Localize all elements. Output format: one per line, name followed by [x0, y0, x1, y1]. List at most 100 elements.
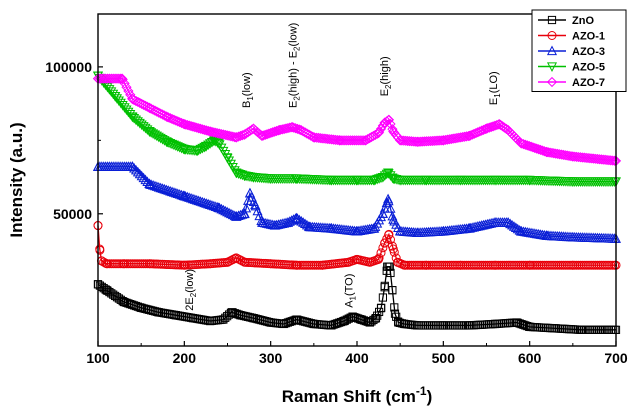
- series-marker: [385, 118, 396, 130]
- series-marker: [176, 143, 187, 154]
- series-marker: [307, 131, 318, 142]
- series-marker: [208, 127, 219, 138]
- annotation-text: (LO): [488, 71, 500, 93]
- series-marker: [178, 118, 189, 129]
- x-axis-title-sup: -1: [416, 384, 427, 398]
- series-marker: [117, 74, 128, 85]
- annotation-subscript: 2: [293, 46, 302, 51]
- series-marker: [300, 218, 311, 229]
- series-marker: [543, 147, 554, 158]
- series-marker: [231, 132, 242, 143]
- series-marker: [258, 130, 269, 141]
- x-tick-label: 700: [604, 350, 628, 366]
- series-marker: [115, 98, 126, 109]
- annotation-text: E: [488, 98, 500, 105]
- series-marker: [191, 122, 202, 133]
- x-axis-title: Raman Shift (cm-1): [282, 384, 432, 406]
- annotation-text: (low): [288, 23, 300, 47]
- series-marker: [119, 78, 130, 89]
- series-marker: [379, 171, 390, 181]
- series-marker: [182, 119, 193, 131]
- annotation-text: (low): [241, 72, 253, 96]
- series-marker: [218, 129, 229, 140]
- legend-label: AZO-1: [572, 31, 605, 43]
- series-marker: [380, 281, 389, 290]
- series-marker: [558, 149, 569, 160]
- series-marker: [132, 117, 143, 127]
- series-marker: [381, 197, 392, 208]
- series-azo-1: [93, 221, 621, 270]
- series-marker: [106, 87, 117, 98]
- series-marker: [516, 138, 527, 149]
- series-marker: [531, 143, 542, 154]
- series-marker: [609, 233, 620, 243]
- series-marker: [560, 150, 571, 161]
- series-marker: [370, 129, 381, 140]
- series-layer: [92, 71, 622, 334]
- series-marker: [222, 130, 233, 141]
- series-marker: [387, 241, 397, 251]
- y-axis-title: Intensity (a.u.): [7, 122, 26, 237]
- series-marker: [132, 166, 143, 177]
- annotation-subscript: 1: [349, 295, 358, 300]
- series-marker: [193, 123, 204, 134]
- series-marker: [218, 204, 229, 215]
- series-marker: [503, 217, 514, 227]
- series-azo-3: [92, 161, 622, 243]
- series-marker: [562, 150, 573, 161]
- legend-item: AZO-3: [538, 45, 605, 58]
- series-marker: [522, 140, 533, 151]
- series-marker: [505, 218, 516, 229]
- series-marker: [243, 195, 254, 205]
- legend-item: AZO-1: [538, 31, 605, 43]
- series-marker: [544, 147, 556, 158]
- series-marker: [104, 85, 115, 95]
- series-marker: [535, 144, 546, 156]
- y-tick-label: 50000: [53, 206, 92, 222]
- series-zno: [93, 262, 621, 334]
- series-marker: [510, 222, 521, 232]
- series-marker: [233, 131, 244, 142]
- series-marker: [376, 304, 386, 313]
- series-marker: [486, 121, 497, 133]
- legend-marker: [546, 45, 558, 56]
- series-marker: [533, 144, 544, 155]
- series-marker: [609, 177, 620, 187]
- series-marker: [123, 107, 134, 118]
- series-marker: [269, 126, 280, 137]
- series-marker: [294, 214, 305, 225]
- series-marker: [610, 325, 619, 334]
- legend-marker: [547, 31, 557, 40]
- annotation-subscript: 2: [189, 292, 198, 297]
- series-marker: [527, 142, 539, 153]
- annotation-text: (high) - E: [288, 51, 300, 96]
- annotation-subscript: 2: [384, 84, 393, 89]
- series-marker: [372, 255, 382, 265]
- series-marker: [239, 208, 250, 219]
- series-marker: [140, 174, 151, 185]
- series-marker: [271, 125, 282, 137]
- series-marker: [246, 124, 257, 135]
- series-marker: [461, 131, 472, 142]
- series-marker: [206, 126, 218, 138]
- series-marker: [512, 223, 523, 234]
- series-marker: [554, 149, 565, 160]
- series-marker: [138, 172, 149, 183]
- series-marker: [214, 202, 225, 213]
- data-point: [390, 309, 400, 318]
- series-marker: [235, 170, 246, 180]
- series-marker: [546, 147, 558, 159]
- series-marker: [296, 215, 307, 226]
- series-marker: [383, 195, 394, 206]
- series-marker: [220, 129, 231, 141]
- series-marker: [384, 230, 394, 240]
- legend-marker: [546, 76, 558, 88]
- series-marker: [95, 245, 105, 255]
- series-marker: [385, 203, 396, 213]
- legend-marker: [547, 15, 557, 25]
- series-marker: [142, 176, 153, 187]
- legend-marker: [546, 62, 558, 72]
- x-axis-title-main: Raman Shift (cm: [282, 387, 416, 406]
- series-marker: [195, 144, 206, 155]
- series-marker: [263, 128, 275, 139]
